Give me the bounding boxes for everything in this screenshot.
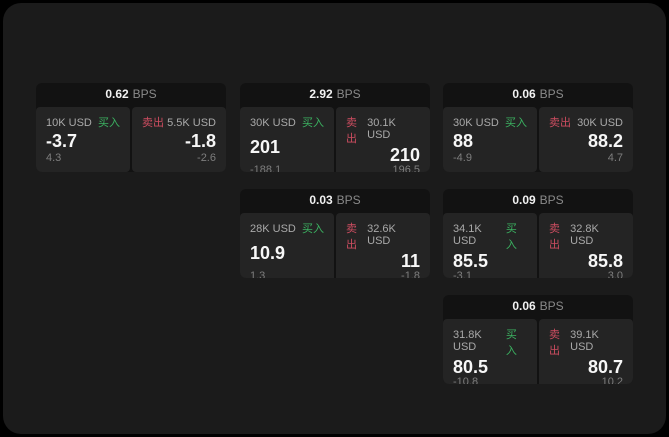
bps-spread-header: 0.62 BPS xyxy=(36,83,226,105)
sell-tile[interactable]: 卖出 32.6K USD 11 -1.8 xyxy=(336,213,430,278)
sell-change: 3.0 xyxy=(607,270,623,278)
bps-spread-header: 2.92 BPS xyxy=(240,83,430,105)
buy-label: 买入 xyxy=(505,329,517,357)
bps-value: 0.03 xyxy=(309,193,333,207)
bps-unit-label: BPS xyxy=(539,299,564,313)
bps-spread-header: 0.03 BPS xyxy=(240,189,430,211)
sell-label: 卖出 xyxy=(549,329,560,357)
quote-card-6: 0.06 BPS 31.8K USD 买入 80.5 -10.8 卖出 39.1… xyxy=(443,295,633,384)
buy-label: 买入 xyxy=(302,223,324,235)
buy-price: -3.7 xyxy=(46,131,78,151)
buy-amount: 31.8K USD xyxy=(453,329,482,353)
bps-spread-header: 0.06 BPS xyxy=(443,83,633,105)
buy-amount: 28K USD xyxy=(250,223,296,235)
buy-change: -188.1 xyxy=(250,164,282,172)
buy-price: 80.5 xyxy=(453,357,489,377)
sell-label: 卖出 xyxy=(346,117,357,145)
sell-amount: 39.1K USD xyxy=(570,329,599,353)
buy-tile[interactable]: 28K USD 买入 10.9 1.3 xyxy=(240,213,334,278)
sell-label: 卖出 xyxy=(346,223,357,251)
buy-label: 买入 xyxy=(505,117,527,129)
sell-amount: 32.6K USD xyxy=(367,223,396,247)
buy-amount: 10K USD xyxy=(46,117,92,129)
quote-card-body: 30K USD 买入 201 -188.1 卖出 30.1K USD 210 1… xyxy=(240,107,430,172)
bps-value: 0.06 xyxy=(512,87,536,101)
sell-change: 196.5 xyxy=(392,164,420,172)
sell-change: 4.7 xyxy=(607,152,623,164)
quote-card-body: 10K USD 买入 -3.7 4.3 卖出 5.5K USD -1.8 -2.… xyxy=(36,107,226,172)
sell-price: 210 xyxy=(389,145,420,165)
sell-amount: 30K USD xyxy=(577,117,623,129)
bps-value: 0.09 xyxy=(512,193,536,207)
bps-spread-header: 0.09 BPS xyxy=(443,189,633,211)
buy-tile[interactable]: 30K USD 买入 88 -4.9 xyxy=(443,107,537,172)
sell-amount: 30.1K USD xyxy=(367,117,396,141)
sell-price: 80.7 xyxy=(587,357,623,377)
sell-change: -2.6 xyxy=(197,152,216,164)
buy-tile[interactable]: 34.1K USD 买入 85.5 -3.1 xyxy=(443,213,537,278)
buy-amount: 34.1K USD xyxy=(453,223,482,247)
buy-label: 买入 xyxy=(505,223,517,251)
sell-tile[interactable]: 卖出 5.5K USD -1.8 -2.6 xyxy=(132,107,226,172)
bps-spread-header: 0.06 BPS xyxy=(443,295,633,317)
sell-tile[interactable]: 卖出 39.1K USD 80.7 10.2 xyxy=(539,319,633,384)
bps-unit-label: BPS xyxy=(132,87,157,101)
quote-card-body: 31.8K USD 买入 80.5 -10.8 卖出 39.1K USD 80.… xyxy=(443,319,633,384)
bps-unit-label: BPS xyxy=(539,193,564,207)
app-panel: 0.62 BPS 10K USD 买入 -3.7 4.3 卖出 5.5K USD… xyxy=(3,3,666,434)
quote-card-2: 2.92 BPS 30K USD 买入 201 -188.1 卖出 30.1K … xyxy=(240,83,430,172)
bps-unit-label: BPS xyxy=(336,87,361,101)
sell-amount: 5.5K USD xyxy=(167,117,216,129)
sell-change: -1.8 xyxy=(401,270,420,278)
buy-price: 85.5 xyxy=(453,251,489,271)
buy-label: 买入 xyxy=(302,117,324,129)
sell-tile[interactable]: 卖出 30K USD 88.2 4.7 xyxy=(539,107,633,172)
sell-tile[interactable]: 卖出 30.1K USD 210 196.5 xyxy=(336,107,430,172)
bps-unit-label: BPS xyxy=(539,87,564,101)
buy-tile[interactable]: 30K USD 买入 201 -188.1 xyxy=(240,107,334,172)
sell-change: 10.2 xyxy=(601,376,623,384)
bps-value: 0.06 xyxy=(512,299,536,313)
buy-price: 10.9 xyxy=(250,243,286,263)
quote-card-body: 34.1K USD 买入 85.5 -3.1 卖出 32.8K USD 85.8… xyxy=(443,213,633,278)
buy-change: 4.3 xyxy=(46,152,62,164)
buy-change: -10.8 xyxy=(453,376,479,384)
quote-card-3: 0.06 BPS 30K USD 买入 88 -4.9 卖出 30K USD 8… xyxy=(443,83,633,172)
buy-change: -4.9 xyxy=(453,152,472,164)
buy-price: 88 xyxy=(453,131,474,151)
bps-unit-label: BPS xyxy=(336,193,361,207)
sell-price: 88.2 xyxy=(587,131,623,151)
sell-label: 卖出 xyxy=(549,117,571,129)
buy-change: 1.3 xyxy=(250,270,266,278)
sell-price: 11 xyxy=(400,251,420,271)
buy-amount: 30K USD xyxy=(250,117,296,129)
bps-value: 2.92 xyxy=(309,87,333,101)
buy-tile[interactable]: 31.8K USD 买入 80.5 -10.8 xyxy=(443,319,537,384)
quote-card-body: 30K USD 买入 88 -4.9 卖出 30K USD 88.2 4.7 xyxy=(443,107,633,172)
sell-price: -1.8 xyxy=(184,131,216,151)
quote-card-body: 28K USD 买入 10.9 1.3 卖出 32.6K USD 11 -1.8 xyxy=(240,213,430,278)
sell-price: 85.8 xyxy=(587,251,623,271)
quote-card-4: 0.03 BPS 28K USD 买入 10.9 1.3 卖出 32.6K US… xyxy=(240,189,430,278)
sell-label: 卖出 xyxy=(142,117,164,129)
buy-label: 买入 xyxy=(98,117,120,129)
buy-amount: 30K USD xyxy=(453,117,499,129)
buy-tile[interactable]: 10K USD 买入 -3.7 4.3 xyxy=(36,107,130,172)
sell-label: 卖出 xyxy=(549,223,560,251)
buy-change: -3.1 xyxy=(453,270,472,278)
sell-tile[interactable]: 卖出 32.8K USD 85.8 3.0 xyxy=(539,213,633,278)
buy-price: 201 xyxy=(250,137,281,157)
quote-card-5: 0.09 BPS 34.1K USD 买入 85.5 -3.1 卖出 32.8K… xyxy=(443,189,633,278)
sell-amount: 32.8K USD xyxy=(570,223,599,247)
quote-card-1: 0.62 BPS 10K USD 买入 -3.7 4.3 卖出 5.5K USD… xyxy=(36,83,226,172)
bps-value: 0.62 xyxy=(105,87,129,101)
